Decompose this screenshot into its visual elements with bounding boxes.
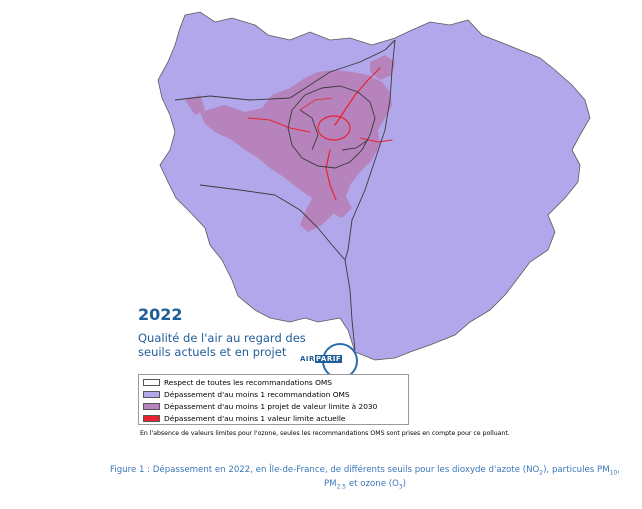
zone-northwest-exceedance: [185, 95, 205, 115]
map-year-title: 2022: [138, 305, 183, 324]
boundary-seine-et-marne: [344, 39, 396, 261]
legend-swatch-lavender: [143, 391, 160, 398]
roads-current-limit-exceedance: [247, 67, 393, 201]
boundary-yvelines-essonne: [199, 184, 346, 261]
legend-item-2030-exceedance: Dépassement d'au moins 1 projet de valeu…: [143, 401, 377, 412]
legend-item-respect-oms: Respect de toutes les recommandations OM…: [143, 377, 332, 388]
legend-item-oms-exceedance: Dépassement d'au moins 1 recommandation …: [143, 389, 350, 400]
zone-roissy-exceedance: [370, 55, 395, 80]
figure-caption: Figure 1 : Dépassement en 2022, en Île-d…: [110, 465, 620, 491]
map-footnote: En l'absence de valeurs limites pour l'o…: [140, 430, 510, 437]
boundary-val-doise-yvelines: [174, 39, 396, 101]
legend-swatch-white: [143, 379, 160, 386]
boundary-petite-couronne: [287, 85, 376, 169]
road-a13: [247, 117, 311, 133]
legend-swatch-mauve: [143, 403, 160, 410]
map-subtitle: Qualité de l'air au regard des seuils ac…: [138, 331, 306, 359]
road-a86: [299, 97, 333, 111]
road-a6: [325, 149, 337, 201]
boundary-hauts-de-seine: [299, 109, 319, 151]
road-a1: [334, 67, 381, 126]
zone-orly-exceedance: [330, 195, 352, 218]
department-boundaries: [174, 39, 396, 351]
legend-swatch-red: [143, 415, 160, 422]
road-a4: [359, 137, 393, 143]
boundary-essonne-seine-et-marne: [344, 259, 356, 351]
airparif-logo: AIRPARIF: [300, 343, 362, 379]
legend-item-current-limit-exceedance: Dépassement d'au moins 1 valeur limite a…: [143, 413, 345, 424]
boulevard-peripherique: [317, 115, 351, 141]
boundary-val-de-marne: [341, 139, 369, 151]
map-legend: Respect de toutes les recommandations OM…: [138, 374, 409, 425]
airparif-logo-text: AIRPARIF: [300, 355, 343, 363]
